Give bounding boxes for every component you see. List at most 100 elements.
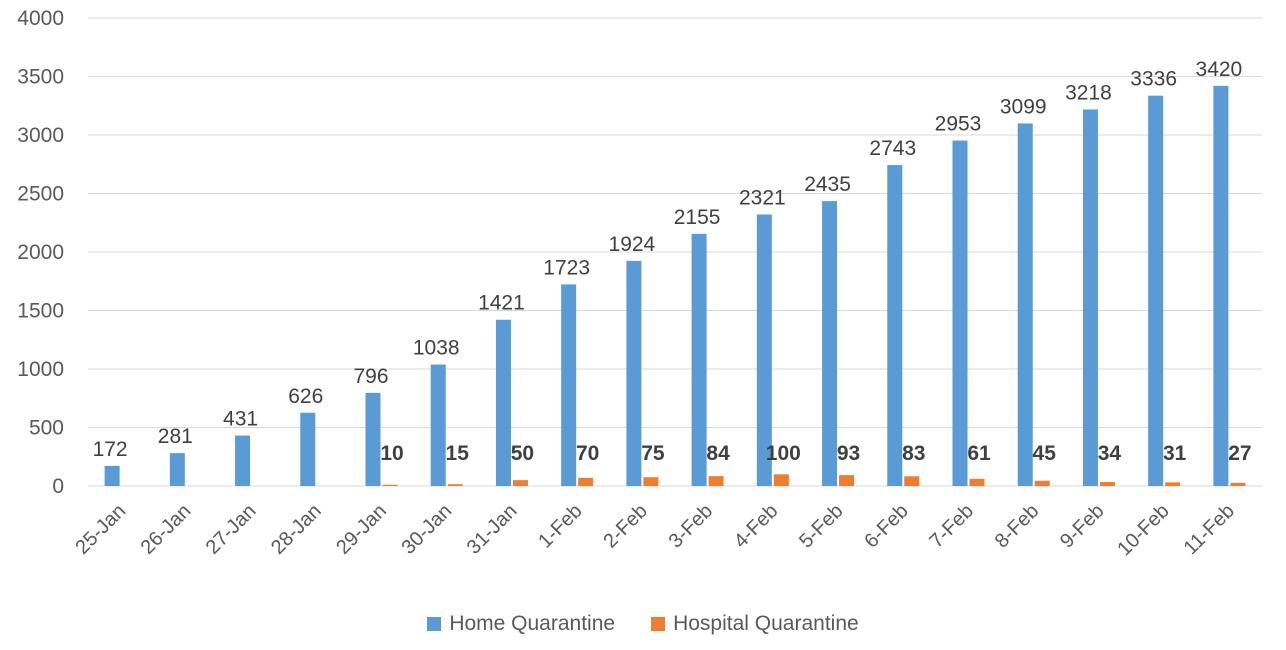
bar-home-quarantine bbox=[887, 165, 903, 486]
data-label-home: 281 bbox=[158, 425, 193, 448]
x-tick-label: 4-Feb bbox=[730, 500, 783, 553]
data-label-home: 1924 bbox=[609, 233, 656, 256]
data-label-home: 2155 bbox=[674, 206, 721, 229]
y-tick-label: 3500 bbox=[17, 66, 64, 89]
data-label-hospital: 84 bbox=[706, 442, 730, 465]
bar-hospital-quarantine bbox=[447, 484, 463, 486]
bar-home-quarantine bbox=[495, 319, 511, 486]
bar-hospital-quarantine bbox=[904, 476, 920, 486]
bar-hospital-quarantine bbox=[578, 477, 594, 486]
bar-home-quarantine bbox=[235, 435, 251, 486]
data-label-home: 1723 bbox=[543, 256, 590, 279]
legend-item-home[interactable]: Home Quarantine bbox=[427, 612, 615, 636]
data-label-hospital: 45 bbox=[1033, 442, 1057, 465]
y-tick-label: 0 bbox=[52, 475, 64, 498]
data-label-home: 3420 bbox=[1196, 58, 1243, 81]
bar-hospital-quarantine bbox=[708, 476, 724, 486]
y-tick-label: 1000 bbox=[17, 358, 64, 381]
x-tick-label: 29-Jan bbox=[332, 500, 391, 559]
data-label-home: 626 bbox=[288, 385, 323, 408]
data-label-hospital: 34 bbox=[1098, 442, 1122, 465]
y-tick-label: 4000 bbox=[17, 7, 64, 30]
legend-swatch-home bbox=[427, 617, 442, 631]
data-label-home: 2321 bbox=[739, 186, 786, 209]
x-tick-label: 28-Jan bbox=[267, 500, 326, 559]
x-tick-label: 3-Feb bbox=[665, 500, 718, 553]
bar-home-quarantine bbox=[1213, 85, 1229, 487]
bar-home-quarantine bbox=[561, 284, 577, 486]
bar-home-quarantine bbox=[365, 392, 381, 486]
bar-hospital-quarantine bbox=[1034, 480, 1050, 486]
bar-home-quarantine bbox=[952, 140, 968, 486]
data-label-home: 172 bbox=[93, 438, 128, 461]
bar-hospital-quarantine bbox=[512, 480, 528, 486]
x-axis-tick-labels: 25-Jan 26-Jan 27-Jan 28-Jan 29-Jan 30-Jan 31-J… bbox=[71, 500, 1239, 560]
bar-hospital-quarantine bbox=[1165, 482, 1181, 486]
bar-hospital-quarantine bbox=[839, 475, 855, 486]
legend-item-hospital[interactable]: Hospital Quarantine bbox=[651, 612, 859, 636]
bar-home-quarantine bbox=[1082, 109, 1098, 486]
y-tick-label: 500 bbox=[29, 417, 64, 440]
bar-hospital-quarantine bbox=[1099, 482, 1115, 486]
x-tick-label: 5-Feb bbox=[795, 500, 848, 553]
y-tick-label: 2500 bbox=[17, 183, 64, 206]
y-tick-label: 2000 bbox=[17, 241, 64, 264]
bar-hospital-quarantine bbox=[382, 484, 398, 486]
x-tick-label: 2-Feb bbox=[599, 500, 652, 553]
data-label-home: 3099 bbox=[1000, 95, 1047, 118]
data-label-hospital: 70 bbox=[576, 442, 599, 465]
data-label-hospital: 31 bbox=[1163, 442, 1187, 465]
x-tick-label: 27-Jan bbox=[202, 500, 261, 559]
x-tick-label: 6-Feb bbox=[860, 500, 913, 553]
bar-home-quarantine bbox=[691, 233, 707, 486]
x-tick-label: 11-Feb bbox=[1180, 500, 1239, 559]
x-tick-label: 8-Feb bbox=[991, 500, 1044, 553]
x-tick-label: 7-Feb bbox=[926, 500, 979, 553]
data-label-hospital: 61 bbox=[967, 442, 991, 465]
data-label-hospital: 75 bbox=[641, 442, 665, 465]
data-label-hospital: 83 bbox=[902, 442, 925, 465]
data-label-home: 1421 bbox=[478, 292, 525, 315]
y-axis-tick-labels: 0 500 1000 1500 2000 2500 3000 3500 4000 bbox=[17, 7, 64, 498]
data-labels: 172 281 431 626 796 10 1038 15 1421 50 1723 70 1924 7… bbox=[93, 58, 1252, 465]
data-label-home: 2953 bbox=[935, 112, 982, 135]
legend-label-hospital: Hospital Quarantine bbox=[673, 612, 859, 635]
bar-hospital-quarantine bbox=[969, 478, 985, 486]
data-label-hospital: 100 bbox=[766, 442, 801, 465]
x-tick-label: 25-Jan bbox=[71, 500, 130, 559]
data-label-home: 431 bbox=[223, 408, 258, 431]
x-tick-label: 26-Jan bbox=[137, 500, 196, 559]
data-label-home: 3336 bbox=[1130, 68, 1177, 91]
bar-hospital-quarantine bbox=[1230, 482, 1246, 486]
x-tick-label: 10-Feb bbox=[1113, 500, 1173, 560]
data-label-home: 796 bbox=[353, 365, 388, 388]
data-label-home: 2435 bbox=[804, 173, 851, 196]
legend-swatch-hospital bbox=[651, 617, 666, 631]
bar-home-quarantine bbox=[756, 214, 772, 486]
bar-home-quarantine bbox=[1017, 123, 1033, 487]
x-tick-label: 30-Jan bbox=[397, 500, 456, 559]
bar-hospital-quarantine bbox=[643, 477, 659, 486]
y-tick-label: 1500 bbox=[17, 300, 64, 323]
bar-home-quarantine bbox=[169, 453, 185, 486]
bar-home-quarantine bbox=[822, 201, 838, 487]
legend: Home Quarantine Hospital Quarantine bbox=[0, 612, 1286, 636]
data-label-hospital: 50 bbox=[511, 442, 534, 465]
x-tick-label: 9-Feb bbox=[1056, 500, 1109, 553]
data-label-hospital: 15 bbox=[446, 442, 470, 465]
data-label-hospital: 93 bbox=[837, 442, 860, 465]
bar-home-quarantine bbox=[430, 364, 446, 486]
data-label-hospital: 10 bbox=[380, 442, 403, 465]
data-label-home: 1038 bbox=[413, 337, 460, 360]
bar-home-quarantine bbox=[300, 412, 316, 486]
bar-home-quarantine bbox=[104, 465, 120, 486]
bar-home-quarantine bbox=[1148, 95, 1164, 487]
grid-lines bbox=[88, 17, 1262, 487]
bars bbox=[104, 85, 1246, 487]
data-label-home: 2743 bbox=[869, 137, 916, 160]
bar-home-quarantine bbox=[626, 260, 642, 486]
y-tick-label: 3000 bbox=[17, 124, 64, 147]
x-tick-label: 31-Jan bbox=[463, 500, 522, 559]
data-label-hospital: 27 bbox=[1228, 442, 1251, 465]
x-tick-label: 1-Feb bbox=[534, 500, 587, 553]
